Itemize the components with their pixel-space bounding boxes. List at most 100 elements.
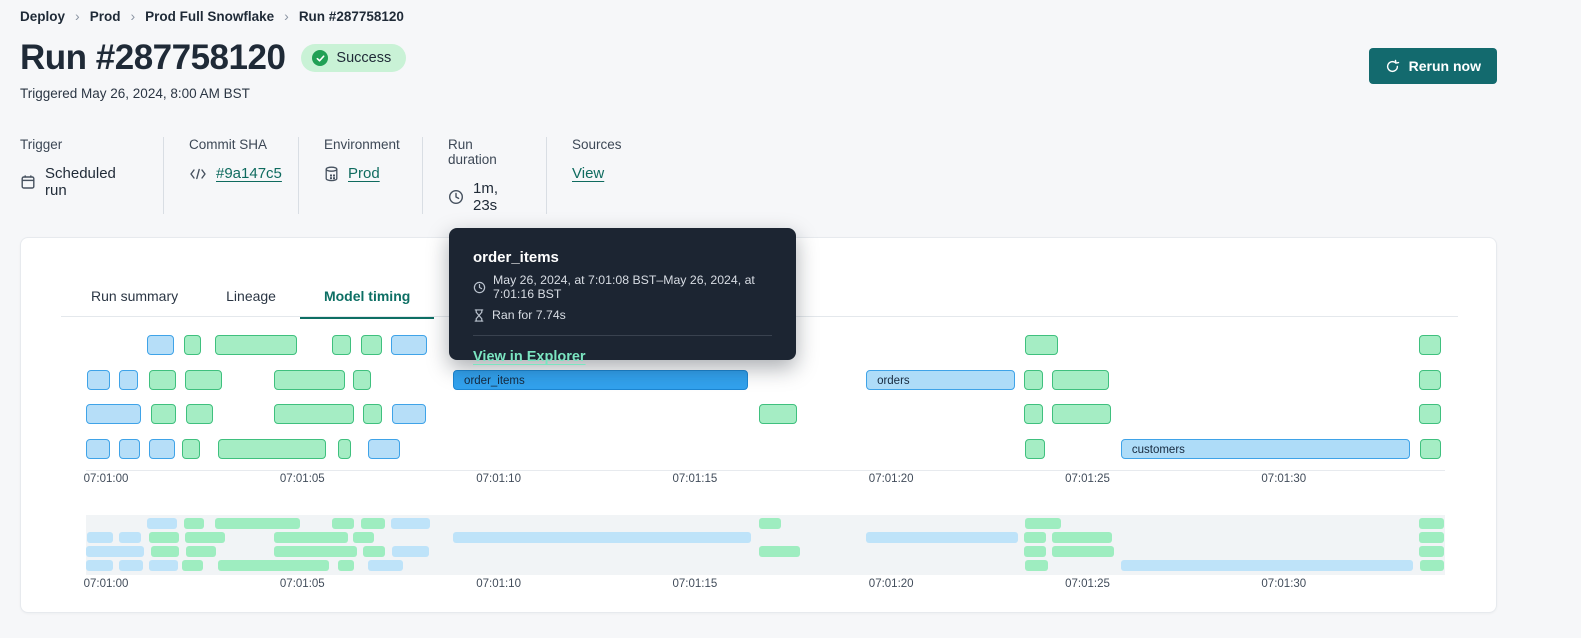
gantt-bar[interactable]	[118, 369, 138, 390]
axis-tick-label: 07:01:05	[279, 473, 325, 485]
gantt-bar[interactable]	[360, 335, 383, 355]
axis-tick-label: 07:01:20	[868, 578, 914, 590]
tooltip-divider	[473, 335, 772, 336]
gantt-bar[interactable]	[146, 335, 175, 355]
overview-bar	[118, 559, 143, 571]
axis-tick-label: 07:01:25	[1065, 473, 1110, 485]
overview-bar	[182, 559, 203, 571]
gantt-bar[interactable]: order_items	[453, 369, 749, 390]
gantt-bar[interactable]	[274, 404, 354, 424]
overview-bar	[758, 545, 801, 557]
gantt-bar[interactable]	[1418, 335, 1441, 355]
gantt-bar[interactable]	[184, 335, 202, 355]
gantt-bar[interactable]	[151, 404, 176, 424]
breadcrumb-item-deploy[interactable]: Deploy	[20, 8, 66, 24]
gantt-bar[interactable]	[391, 335, 427, 355]
gantt-bar-label: orders	[877, 374, 910, 387]
axis-tick-label: 07:01:15	[672, 473, 718, 485]
axis-tick-label: 07:01:10	[476, 473, 521, 485]
gantt-bar[interactable]	[186, 404, 213, 424]
tooltip-time-range: May 26, 2024, at 7:01:08 BST–May 26, 202…	[493, 273, 755, 301]
overview-bar	[184, 531, 225, 543]
tab-run-summary[interactable]: Run summary	[91, 288, 179, 304]
gantt-bar[interactable]	[1025, 438, 1045, 459]
overview-bar	[332, 517, 355, 529]
gantt-bar[interactable]	[1025, 335, 1058, 355]
chevron-right-icon: ›	[130, 8, 136, 24]
meta-duration-value: 1m, 23s	[473, 180, 499, 214]
gantt-bar[interactable]	[149, 369, 176, 390]
gantt-bar[interactable]	[1418, 369, 1441, 390]
gantt-bar[interactable]	[184, 369, 222, 390]
commit-sha-link[interactable]: #9a147c5	[216, 165, 282, 182]
gantt-bar[interactable]	[217, 438, 326, 459]
overview-bar	[1120, 559, 1413, 571]
overview-bar	[1418, 517, 1444, 529]
gantt-bar[interactable]	[1023, 369, 1043, 390]
rerun-now-button[interactable]: Rerun now	[1368, 48, 1497, 84]
overview-bar	[391, 517, 430, 529]
axis-tick-label: 07:01:20	[868, 473, 914, 485]
breadcrumb-item-prod[interactable]: Prod	[89, 8, 121, 24]
gantt-bar[interactable]	[182, 438, 200, 459]
overview-bar	[274, 545, 357, 557]
gantt-bar-label: order_items	[464, 374, 525, 387]
gantt-bar[interactable]	[274, 369, 345, 390]
gantt-bar[interactable]	[367, 438, 400, 459]
rerun-button-label: Rerun now	[1408, 58, 1481, 74]
gantt-bar[interactable]	[85, 438, 111, 459]
tab-model-timing[interactable]: Model timing	[299, 278, 435, 319]
gantt-bar[interactable]	[1051, 369, 1109, 390]
overview-bar	[1418, 531, 1444, 543]
overview-bar	[85, 559, 114, 571]
axis-tick-label: 07:01:10	[476, 578, 521, 590]
gantt-bar[interactable]	[1418, 404, 1441, 424]
overview-bar	[866, 531, 1018, 543]
overview-bar	[391, 545, 430, 557]
overview-bar	[360, 517, 386, 529]
breadcrumb-item-run: Run #287758120	[298, 8, 404, 24]
gantt-bar[interactable]	[1419, 438, 1441, 459]
overview-bar	[118, 531, 141, 543]
chevron-right-icon: ›	[284, 8, 289, 24]
tooltip-model-name: order_items	[473, 249, 559, 266]
gantt-bar[interactable]	[149, 438, 175, 459]
gantt-bar[interactable]	[1051, 404, 1112, 424]
gantt-bar[interactable]	[87, 369, 111, 390]
overview-bar	[274, 531, 348, 543]
overview-bar	[1418, 545, 1444, 557]
gantt-bar[interactable]	[332, 335, 352, 355]
sources-view-link[interactable]: View	[572, 165, 605, 182]
overview-bar	[146, 517, 178, 529]
breadcrumb-item-job[interactable]: Prod Full Snowflake	[145, 8, 275, 24]
gantt-bar[interactable]	[363, 404, 383, 424]
gantt-bar[interactable]: customers	[1120, 438, 1410, 459]
view-in-explorer-link[interactable]: View in Explorer	[473, 349, 586, 365]
gantt-bar[interactable]	[391, 404, 427, 424]
overview-bar	[758, 517, 781, 529]
run-meta-row: Trigger Scheduled run Commit SHA #9a147c…	[20, 137, 1497, 214]
gantt-bar[interactable]	[338, 438, 352, 459]
environment-link[interactable]: Prod	[348, 165, 380, 182]
gantt-bar[interactable]	[758, 404, 798, 424]
overview-bar	[1025, 517, 1061, 529]
axis-tick-label: 07:01:30	[1261, 473, 1307, 485]
gantt-bar[interactable]	[118, 438, 140, 459]
tab-lineage[interactable]: Lineage	[226, 288, 276, 304]
gantt-bar[interactable]	[352, 369, 372, 390]
axis-tick-label: 07:01:30	[1261, 578, 1307, 590]
gantt-bar[interactable]	[85, 404, 142, 424]
overview-bar	[184, 517, 205, 529]
gantt-bar[interactable]: orders	[866, 369, 1015, 390]
overview-bar	[453, 531, 752, 543]
gantt-bar[interactable]	[1023, 404, 1043, 424]
clock-icon	[473, 281, 486, 294]
gantt-bar[interactable]	[215, 335, 297, 355]
axis-tick-label: 07:01:15	[672, 578, 718, 590]
overview-bar	[352, 531, 375, 543]
overview-bar	[87, 531, 114, 543]
meta-sources: Sources View	[546, 137, 648, 214]
overview-bar	[1051, 545, 1115, 557]
axis-tick-label: 07:01:00	[83, 473, 129, 485]
breadcrumb: Deploy › Prod › Prod Full Snowflake › Ru…	[20, 0, 1497, 24]
